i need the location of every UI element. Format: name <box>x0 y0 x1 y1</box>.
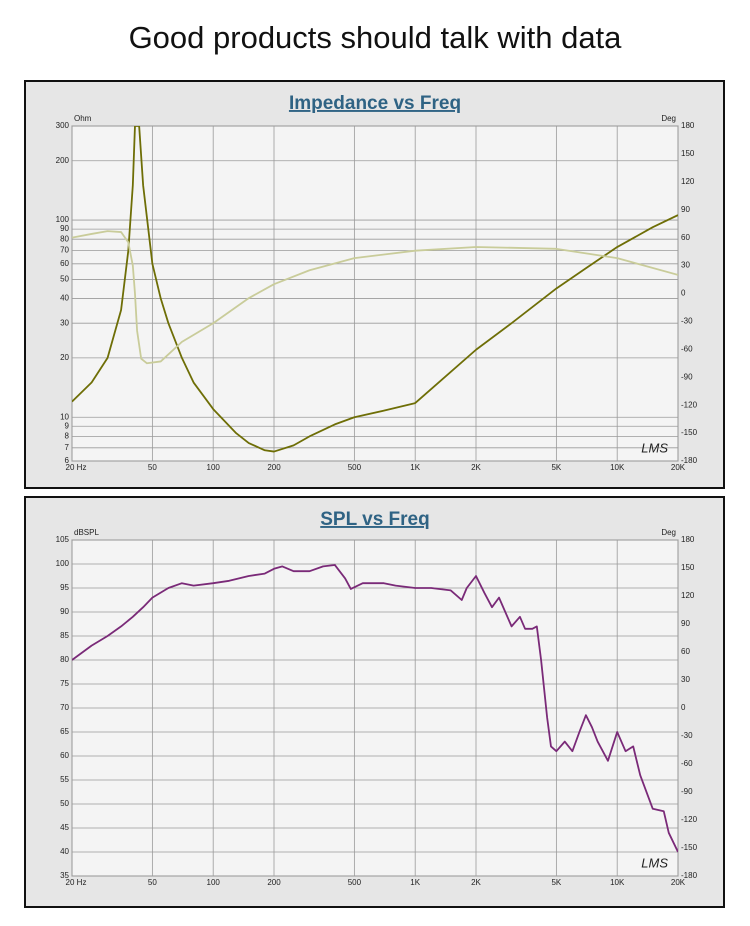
y2-axis-label: Deg <box>661 114 676 123</box>
page-title: Good products should talk with data <box>129 20 623 55</box>
x-tick-label: 5K <box>551 463 561 472</box>
y2-tick-label: -60 <box>681 759 693 768</box>
y-tick-label: 50 <box>60 799 69 808</box>
y-tick-label: 35 <box>60 871 69 880</box>
y-tick-label: 90 <box>60 224 69 233</box>
x-tick-label: 100 <box>207 463 221 472</box>
x-tick-label: 50 <box>148 463 157 472</box>
title: SPL vs Freq <box>320 509 429 530</box>
logo: LMS <box>641 855 668 870</box>
y2-tick-label: -30 <box>681 731 693 740</box>
y-tick-label: 8 <box>65 431 70 440</box>
series-line <box>72 126 678 453</box>
x-tick-label: 50 <box>148 878 157 887</box>
y2-tick-label: 60 <box>681 647 690 656</box>
x-tick-label: 2K <box>471 878 481 887</box>
y2-tick-label: 90 <box>681 205 690 214</box>
y-tick-label: 70 <box>60 703 69 712</box>
y-tick-label: 7 <box>65 443 70 452</box>
y2-tick-label: -180 <box>681 871 698 880</box>
x-tick-label: 2K <box>471 463 481 472</box>
x-tick-label: 5K <box>551 878 561 887</box>
y2-tick-label: -120 <box>681 815 698 824</box>
y2-tick-label: 150 <box>681 149 695 158</box>
x-tick-label: 20K <box>671 878 686 887</box>
y-tick-label: 10 <box>60 412 69 421</box>
y-tick-label: 80 <box>60 234 69 243</box>
x-tick-label: 20 Hz <box>66 878 87 887</box>
y2-tick-label: 120 <box>681 591 695 600</box>
y-tick-label: 45 <box>60 823 69 832</box>
y-tick-label: 105 <box>56 535 70 544</box>
y-tick-label: 60 <box>60 259 69 268</box>
logo: LMS <box>641 440 668 455</box>
x-tick-label: 500 <box>348 878 362 887</box>
y2-tick-label: 180 <box>681 121 695 130</box>
y2-tick-label: -120 <box>681 400 698 409</box>
y-tick-label: 60 <box>60 751 69 760</box>
x-tick-label: 10K <box>610 463 625 472</box>
y-tick-label: 40 <box>60 847 69 856</box>
series-group <box>72 126 678 453</box>
x-tick-label: 20K <box>671 463 686 472</box>
y-tick-label: 75 <box>60 679 69 688</box>
y-tick-label: 6 <box>65 456 70 465</box>
y-tick-label: 95 <box>60 583 69 592</box>
y-tick-label: 200 <box>56 156 70 165</box>
y-tick-label: 40 <box>60 294 69 303</box>
x-tick-label: 500 <box>348 463 362 472</box>
plot-area <box>71 125 679 462</box>
y-axis-label: Ohm <box>74 114 92 123</box>
y2-tick-label: 30 <box>681 675 690 684</box>
x-tick-label: 1K <box>410 878 420 887</box>
y2-tick-label: -150 <box>681 843 698 852</box>
y2-tick-label: 90 <box>681 619 690 628</box>
series-line <box>72 230 678 365</box>
x-tick-label: 20 Hz <box>66 463 87 472</box>
title: Impedance vs Freq <box>289 93 461 114</box>
y2-tick-label: 150 <box>681 563 695 572</box>
y-tick-label: 300 <box>56 121 70 130</box>
y-tick-label: 85 <box>60 631 69 640</box>
y-tick-label: 90 <box>60 607 69 616</box>
y-tick-label: 80 <box>60 655 69 664</box>
y-tick-label: 65 <box>60 727 69 736</box>
x-tick-label: 1K <box>410 463 420 472</box>
series-line <box>72 564 678 853</box>
y2-tick-label: -60 <box>681 344 693 353</box>
y2-tick-label: 60 <box>681 233 690 242</box>
y2-axis-label: Deg <box>661 528 676 537</box>
series-group <box>72 564 678 853</box>
y-tick-label: 20 <box>60 353 69 362</box>
y-tick-label: 30 <box>60 318 69 327</box>
x-tick-label: 200 <box>267 878 281 887</box>
y-tick-label: 55 <box>60 775 69 784</box>
y2-tick-label: 180 <box>681 535 695 544</box>
x-tick-label: 10K <box>610 878 625 887</box>
y2-tick-label: 120 <box>681 177 695 186</box>
x-tick-label: 100 <box>207 878 221 887</box>
y2-tick-label: -180 <box>681 456 698 465</box>
y-axis-label: dBSPL <box>74 528 99 537</box>
y-tick-label: 100 <box>56 559 70 568</box>
y-tick-label: 50 <box>60 275 69 284</box>
y-tick-label: 9 <box>65 421 70 430</box>
y2-tick-label: -150 <box>681 428 698 437</box>
y-tick-label: 70 <box>60 246 69 255</box>
y2-tick-label: -30 <box>681 317 693 326</box>
y2-tick-label: -90 <box>681 787 693 796</box>
y-tick-label: 100 <box>56 215 70 224</box>
y2-tick-label: 30 <box>681 261 690 270</box>
y2-tick-label: 0 <box>681 289 686 298</box>
y2-tick-label: -90 <box>681 372 693 381</box>
y2-tick-label: 0 <box>681 703 686 712</box>
x-tick-label: 200 <box>267 463 281 472</box>
